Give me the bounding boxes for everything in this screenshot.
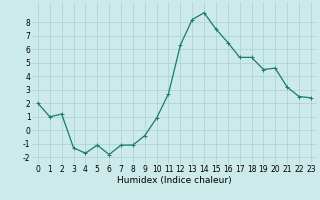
X-axis label: Humidex (Indice chaleur): Humidex (Indice chaleur) xyxy=(117,176,232,185)
